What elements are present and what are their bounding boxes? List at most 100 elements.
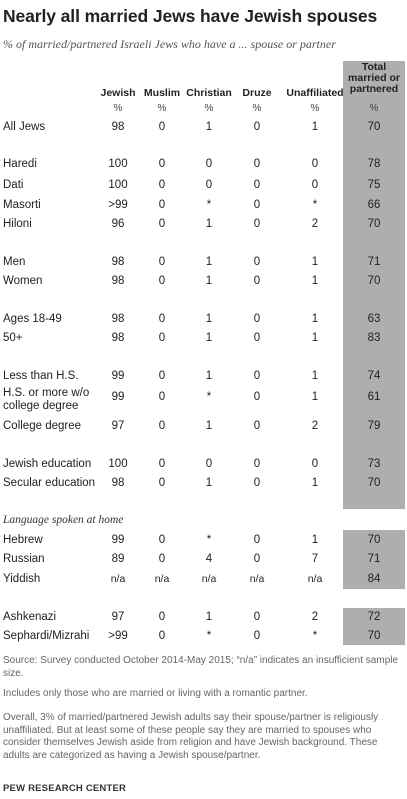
- table-cell: 96: [111, 218, 125, 230]
- column-unit: %: [113, 103, 123, 114]
- table-cell: *: [206, 391, 212, 403]
- table-row: Masorti >99 0 * 0 * 66: [0, 199, 407, 217]
- column-header: Druze: [242, 87, 272, 99]
- row-label: H.S. or more w/o college degree: [3, 387, 90, 412]
- section-label-language: Language spoken at home: [3, 514, 124, 526]
- table-cell: 98: [111, 477, 125, 489]
- table-cell: 0: [253, 458, 261, 470]
- row-label: Ashkenazi: [3, 611, 57, 623]
- table-cell: 1: [311, 332, 319, 344]
- table-cell: 70: [367, 534, 381, 546]
- table-cell: 1: [205, 275, 213, 287]
- column-header: Jewish: [100, 87, 136, 99]
- table-cell: 100: [108, 158, 128, 170]
- table-row: Ashkenazi 97 0 1 0 2 72: [0, 611, 407, 629]
- table-cell: 1: [311, 391, 319, 403]
- table-cell: *: [206, 630, 212, 642]
- column-unit: %: [369, 103, 379, 114]
- total-column-shade-2: [343, 530, 405, 589]
- total-column-shade-3: [343, 608, 405, 645]
- table-cell: n/a: [307, 573, 323, 585]
- row-label: College degree: [3, 420, 82, 432]
- table-cell: 1: [311, 275, 319, 287]
- table-cell: >99: [108, 630, 128, 642]
- chart-title: Nearly all married Jews have Jewish spou…: [3, 6, 378, 26]
- table-cell: 0: [253, 391, 261, 403]
- table-cell: 1: [205, 370, 213, 382]
- column-unit: %: [204, 103, 214, 114]
- table-cell: 0: [311, 158, 319, 170]
- table-cell: 0: [253, 534, 261, 546]
- table-cell: 71: [367, 256, 381, 268]
- table-cell: 70: [367, 275, 381, 287]
- table-cell: 0: [253, 553, 261, 565]
- table-cell: *: [312, 630, 318, 642]
- table-row: Haredi 100 0 0 0 0 78: [0, 158, 407, 176]
- row-label: Sephardi/Mizrahi: [3, 630, 90, 642]
- table-cell: 71: [367, 553, 381, 565]
- row-label: All Jews: [3, 121, 46, 133]
- table-cell: 1: [205, 420, 213, 432]
- table-cell: 97: [111, 611, 125, 623]
- row-label: Less than H.S.: [3, 370, 79, 382]
- table-cell: 0: [158, 630, 166, 642]
- table-cell: 1: [311, 121, 319, 133]
- row-label: Hiloni: [3, 218, 32, 230]
- table-cell: 0: [253, 199, 261, 211]
- table-cell: 0: [158, 199, 166, 211]
- table-cell: 1: [205, 611, 213, 623]
- table-row: Russian 89 0 4 0 7 71: [0, 553, 407, 571]
- table-cell: 0: [158, 313, 166, 325]
- table-cell: 0: [253, 218, 261, 230]
- table-cell: 0: [253, 121, 261, 133]
- table-cell: 100: [108, 458, 128, 470]
- table-cell: 0: [158, 553, 166, 565]
- table-cell: 0: [158, 477, 166, 489]
- table-cell: 98: [111, 121, 125, 133]
- table-cell: 0: [253, 179, 261, 191]
- table-cell: 1: [311, 477, 319, 489]
- table-cell: 83: [367, 332, 381, 344]
- table-cell: 73: [367, 458, 381, 470]
- table-cell: 0: [253, 275, 261, 287]
- row-label: Jewish education: [3, 458, 92, 470]
- table-row: All Jews 98 0 1 0 1 70: [0, 121, 407, 139]
- row-label: Secular education: [3, 477, 96, 489]
- table-cell: *: [206, 199, 212, 211]
- row-label: Hebrew: [3, 534, 43, 546]
- table-cell: 78: [367, 158, 381, 170]
- table-cell: 0: [158, 534, 166, 546]
- table-cell: 1: [205, 332, 213, 344]
- table-row: Women 98 0 1 0 1 70: [0, 275, 407, 293]
- table-row: Sephardi/Mizrahi >99 0 * 0 * 70: [0, 630, 407, 648]
- column-unit: %: [310, 103, 320, 114]
- table-cell: 0: [158, 218, 166, 230]
- table-cell: 63: [367, 313, 381, 325]
- table-cell: 0: [158, 275, 166, 287]
- table-row: College degree 97 0 1 0 2 79: [0, 420, 407, 438]
- source-note: Source: Survey conducted October 2014-Ma…: [3, 655, 399, 679]
- table-cell: 98: [111, 313, 125, 325]
- table-row: 50+ 98 0 1 0 1 83: [0, 332, 407, 350]
- table-cell: 99: [111, 370, 125, 382]
- table-cell: 72: [367, 611, 381, 623]
- table-cell: 0: [158, 420, 166, 432]
- table-cell: 61: [367, 391, 381, 403]
- table-cell: 70: [367, 121, 381, 133]
- table-cell: 70: [367, 477, 381, 489]
- table-cell: 84: [367, 573, 381, 585]
- table-cell: 100: [108, 179, 128, 191]
- table-cell: *: [312, 199, 318, 211]
- table-cell: 1: [311, 313, 319, 325]
- table-cell: 2: [311, 218, 319, 230]
- column-unit: %: [252, 103, 262, 114]
- table-cell: 0: [205, 158, 213, 170]
- table-cell: 0: [158, 256, 166, 268]
- table-cell: 75: [367, 179, 381, 191]
- table-cell: 0: [253, 420, 261, 432]
- table-cell: 1: [205, 218, 213, 230]
- table-cell: 0: [311, 179, 319, 191]
- row-label: Russian: [3, 553, 45, 565]
- table-cell: 66: [367, 199, 381, 211]
- table-cell: 0: [158, 121, 166, 133]
